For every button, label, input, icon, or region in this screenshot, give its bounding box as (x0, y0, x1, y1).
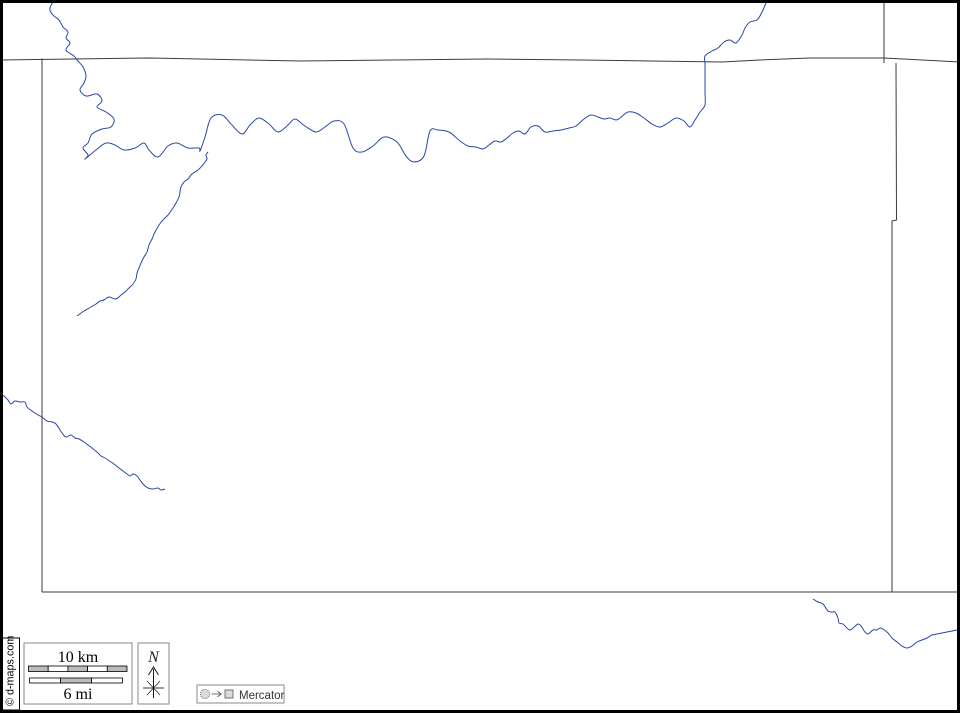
svg-text:10 km: 10 km (58, 649, 99, 666)
svg-text:© d-maps.com: © d-maps.com (5, 636, 17, 706)
svg-text:6 mi: 6 mi (64, 686, 93, 703)
svg-text:N: N (147, 649, 160, 666)
svg-text:Mercator: Mercator (239, 690, 285, 702)
